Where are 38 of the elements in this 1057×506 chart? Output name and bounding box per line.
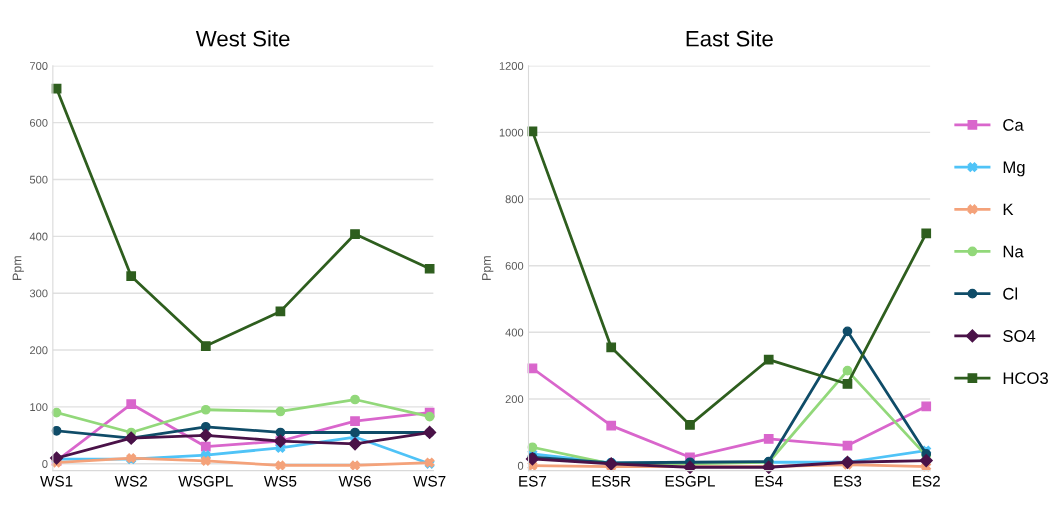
y-tick-label: 100	[30, 403, 48, 412]
x-tick-label: WS2	[114, 475, 147, 487]
y-tick-label: 1200	[499, 62, 524, 70]
y-tick-label: 400	[505, 328, 524, 337]
x-tick-label: ES3	[834, 475, 862, 487]
chart-title: West Site	[195, 30, 290, 47]
y-tick-label: 800	[505, 195, 524, 204]
y-tick-label: 1000	[499, 128, 524, 137]
x-tick-label: ES7	[519, 475, 547, 487]
legend-label: Cl	[1003, 287, 1018, 300]
y-tick-label: 600	[30, 118, 48, 127]
y-tick-label: 400	[29, 232, 48, 241]
y-tick-label: 500	[29, 175, 48, 184]
y-tick-label: 700	[30, 62, 48, 70]
legend-label: Mg	[1003, 161, 1025, 177]
y-tick-label: 200	[505, 395, 524, 404]
x-tick-label: ESGPL	[665, 475, 715, 487]
legend-label: Ca	[1003, 119, 1024, 131]
y-axis-title: Ppm	[12, 256, 24, 281]
chart-title: East Site	[686, 30, 773, 47]
legend-label: HCO3	[1003, 372, 1048, 385]
x-tick-label: WS7	[413, 475, 446, 487]
y-tick-label: 300	[29, 289, 48, 298]
y-axis-title: Ppm	[482, 256, 494, 281]
y-tick-label: 600	[505, 261, 524, 270]
x-tick-label: ES4	[755, 475, 783, 487]
y-tick-label: 0	[42, 460, 48, 468]
x-tick-label: ES5R	[592, 475, 631, 487]
x-tick-label: WS6	[338, 475, 371, 487]
legend-label: Na	[1003, 245, 1024, 258]
x-tick-label: WS1	[40, 475, 73, 487]
x-tick-label: WSGPL	[178, 475, 233, 487]
legend-label: K	[1003, 203, 1014, 216]
legend-label: SO4	[1003, 330, 1036, 342]
x-tick-label: ES2	[913, 475, 940, 487]
y-tick-label: 0	[517, 461, 524, 470]
x-tick-label: WS5	[263, 475, 297, 487]
y-tick-label: 200	[30, 346, 48, 355]
